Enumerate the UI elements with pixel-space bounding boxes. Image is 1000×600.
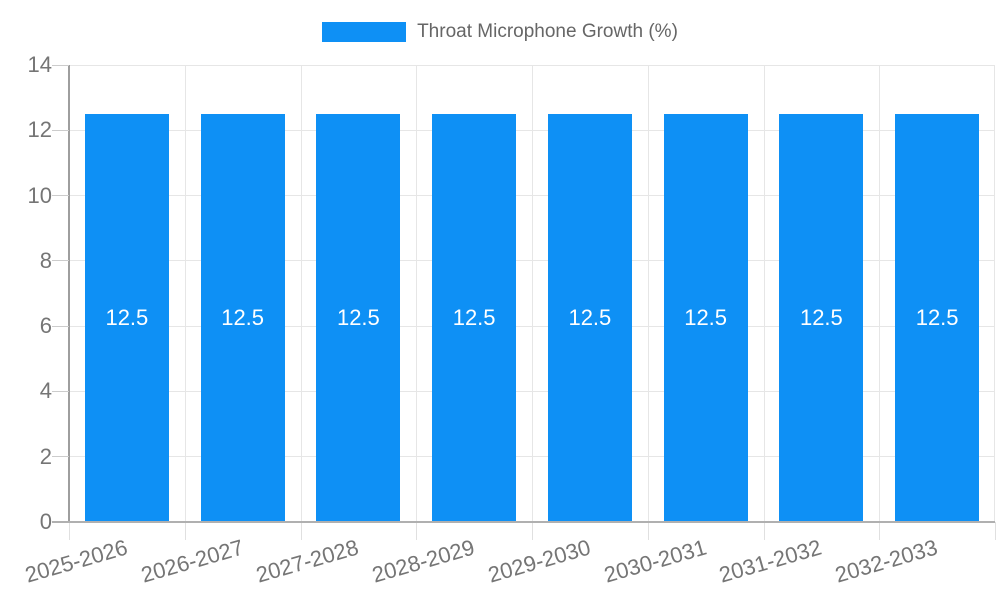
x-tick-mark — [300, 522, 302, 540]
legend-label: Throat Microphone Growth (%) — [417, 21, 678, 42]
x-gridline — [994, 65, 995, 522]
y-tick-label: 4 — [39, 378, 52, 404]
x-tick-mark — [878, 522, 880, 540]
bar-value-label: 12.5 — [221, 304, 265, 330]
x-tick-mark — [647, 522, 649, 540]
x-gridline — [184, 65, 186, 522]
x-tick-mark — [184, 522, 186, 540]
x-tick-mark — [68, 522, 70, 540]
bar-value-label: 12.5 — [568, 304, 612, 330]
legend[interactable]: Throat Microphone Growth (%) — [0, 20, 1000, 44]
y-tick-mark — [52, 456, 69, 458]
y-tick-label: 14 — [27, 52, 52, 77]
bar-value-label: 12.5 — [684, 304, 728, 330]
bar-value-label: 12.5 — [452, 304, 496, 330]
bar[interactable]: 12.5 — [316, 113, 401, 522]
y-tick-label: 6 — [39, 313, 52, 339]
x-gridline — [878, 65, 880, 522]
x-tick-mark — [763, 522, 765, 540]
x-tick-mark — [415, 522, 417, 540]
y-axis-line — [68, 65, 70, 522]
x-gridline — [763, 65, 765, 522]
bar[interactable]: 12.5 — [547, 113, 632, 522]
plot-area: 12.5 12.5 12.5 12.5 12.5 12.5 12.5 12.5 — [68, 64, 995, 522]
bar[interactable]: 12.5 — [432, 113, 517, 522]
bar-value-label: 12.5 — [915, 304, 959, 330]
y-tick-label: 2 — [39, 443, 52, 469]
y-tick-mark — [52, 64, 69, 66]
bar[interactable]: 12.5 — [895, 113, 980, 522]
bar-value-label: 12.5 — [799, 304, 843, 330]
x-axis-line — [52, 521, 995, 523]
y-tick-label: 10 — [27, 182, 52, 208]
y-tick-mark — [52, 325, 69, 327]
y-tick-mark — [52, 260, 69, 262]
y-tick-label: 8 — [39, 247, 52, 273]
bar-value-label: 12.5 — [336, 304, 380, 330]
y-tick-label: 12 — [27, 117, 52, 143]
legend-swatch — [322, 22, 407, 42]
x-gridline — [300, 65, 302, 522]
y-tick-mark — [52, 195, 69, 197]
bar[interactable]: 12.5 — [200, 113, 285, 522]
x-tick-mark — [531, 522, 533, 540]
y-tick-label: 0 — [39, 509, 52, 534]
x-tick-mark — [994, 522, 996, 540]
y-tick-mark — [52, 390, 69, 392]
bar-value-label: 12.5 — [105, 304, 149, 330]
x-gridline — [531, 65, 533, 522]
bar[interactable]: 12.5 — [779, 113, 864, 522]
y-tick-mark — [52, 129, 69, 131]
x-gridline — [647, 65, 649, 522]
bar[interactable]: 12.5 — [84, 113, 169, 522]
x-gridline — [415, 65, 417, 522]
bar[interactable]: 12.5 — [663, 113, 748, 522]
